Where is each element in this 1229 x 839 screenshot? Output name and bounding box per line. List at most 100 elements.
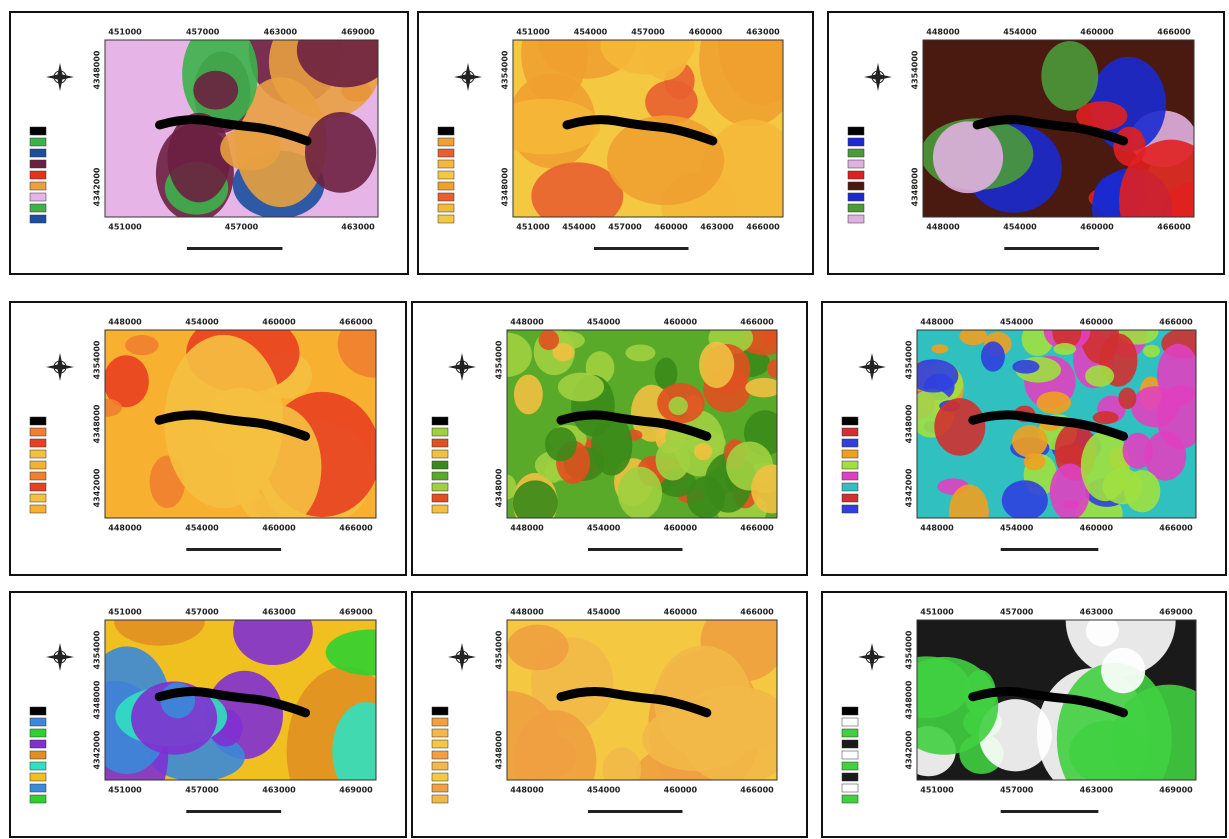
north-arrow [448,353,476,381]
legend-swatch [431,438,449,448]
y-coord-label: 4354000 [905,340,914,379]
map-zone [512,480,558,518]
map-zone [600,40,695,75]
map-zone [193,70,239,110]
legend-swatch [29,203,47,213]
legend-swatch [29,148,47,158]
x-coord-label: 466000 [746,223,780,232]
x-coord-label: 457000 [1000,786,1034,795]
x-coord-label: 463000 [746,28,780,37]
x-coord-label: 460000 [664,608,698,617]
map-zone [507,690,559,780]
map-area [105,330,376,518]
legend-swatch [841,750,859,760]
map-zone [167,112,231,203]
legend-swatch [431,449,449,459]
legend-swatch [841,438,859,448]
legend-swatch [847,159,865,169]
north-arrow [448,643,476,671]
map-zone [531,162,624,217]
compass-ring [871,70,885,84]
map-zone [325,629,376,676]
legend-swatch [437,181,455,191]
x-coord-label: 448000 [510,318,544,327]
x-coord-label: 469000 [1159,786,1193,795]
x-coord-label: 454000 [1000,318,1034,327]
map-zone [1049,463,1090,518]
map-zone [234,77,327,208]
legend-swatch [431,504,449,514]
legend-swatch [29,214,47,224]
north-arrow [858,353,886,381]
legend-swatch [841,493,859,503]
map-zone [655,439,691,481]
map-zone [233,620,313,666]
map-border [506,619,778,781]
x-coord-label: 469000 [339,608,373,617]
legend-swatch [847,203,865,213]
map-zone [959,330,988,346]
y-coord-label: 4354000 [495,340,504,379]
river [562,115,718,146]
map-panel: 448000 454000 460000 466000 448000 454000 4600… [821,301,1227,576]
x-coord-label: 448000 [926,223,960,232]
x-coord-label: 457000 [185,608,219,617]
map-panel: 451000 457000 463000 469000 451000 457000 4630… [9,591,407,838]
x-coord-label: 448000 [108,318,142,327]
map-zone [980,341,1005,372]
map-zone [125,334,159,356]
x-coord-label: 463000 [341,223,375,232]
map-zone [686,476,726,518]
legend-swatch [841,761,859,771]
legend-swatch [431,471,449,481]
map-zone [1101,647,1146,694]
legend-swatch [841,728,859,738]
river [972,115,1129,146]
y-coord-label: 4354000 [93,340,102,379]
river [556,410,712,441]
legend-swatch [29,706,47,716]
map-area [917,330,1196,518]
legend-swatch [431,482,449,492]
x-coord-label: 466000 [1157,223,1191,232]
legend-swatch [841,783,859,793]
map-border [916,329,1197,519]
map-zone [718,40,783,105]
north-arrow [864,63,892,91]
x-coord-label: 451000 [108,223,142,232]
legend-swatch [431,772,449,782]
map-zone [917,359,959,393]
map-panel: 448000 454000 460000 466000 448000 454000 4600… [411,301,808,576]
scale-bar [1004,247,1100,250]
legend-swatch [29,504,47,514]
map-panel: 448000 454000 460000 466000 448000 454000 4600… [411,591,808,838]
x-coord-label: 451000 [516,223,550,232]
x-coord-label: 457000 [631,28,665,37]
map-zone [1080,330,1120,364]
scale-bar [588,810,683,813]
map-zone [557,372,605,402]
legend-swatch [841,794,859,804]
north-arrow [46,643,74,671]
x-coord-label: 448000 [920,318,954,327]
x-coord-label: 469000 [339,786,373,795]
legend-swatch [29,482,47,492]
map-panel: 451000 457000 463000 469000 451000 457000 4630… [9,11,409,275]
map-panel: 451000 457000 463000 469000 451000 457000 4630… [821,591,1227,838]
y-coord-label: 4342000 [905,468,914,507]
legend-swatch [847,214,865,224]
map-zone [1053,343,1077,355]
y-coord-label: 4348000 [905,404,914,443]
map-border [506,329,778,519]
map-zone [762,330,777,346]
x-coord-label: 454000 [587,318,621,327]
legend-swatch [29,137,47,147]
map-zone [617,466,663,518]
y-coord-label: 4354000 [495,630,504,669]
map-zone [538,330,560,350]
x-coord-label: 466000 [1159,524,1193,533]
scale-bar [1000,548,1099,551]
y-coord-label: 4354000 [93,630,102,669]
map-zone [513,374,543,415]
map-panel: 448000 454000 460000 466000 448000 454000 4600… [827,11,1225,275]
